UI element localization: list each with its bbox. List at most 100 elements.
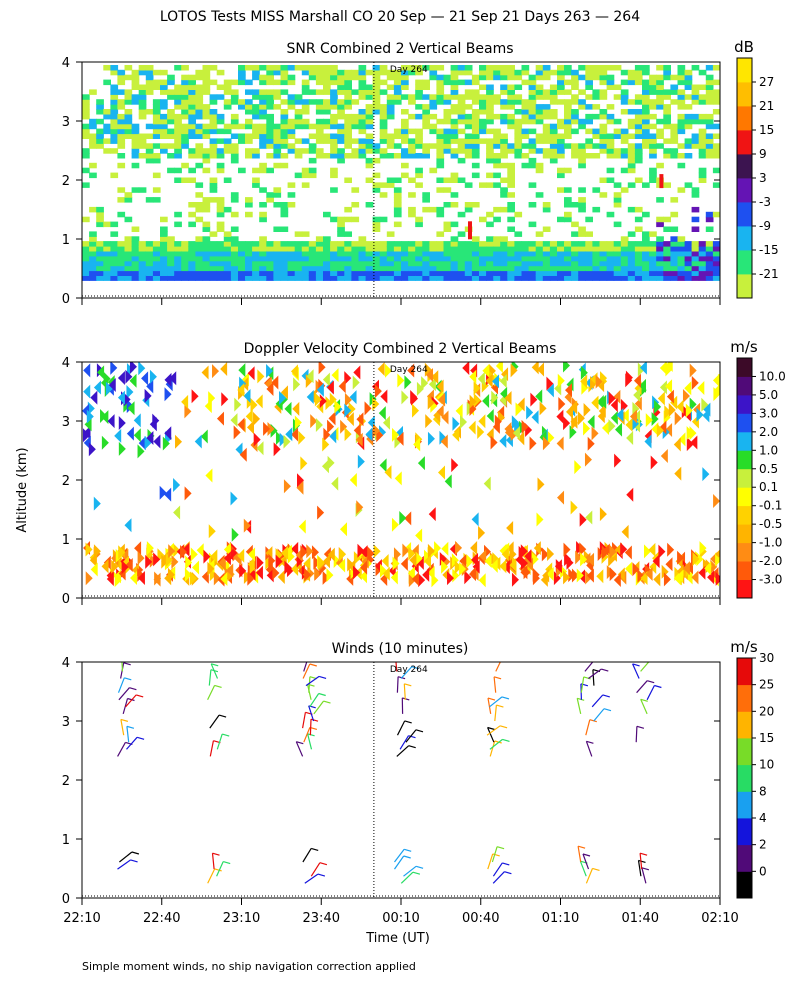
snr-cell <box>507 255 515 262</box>
snr-cell <box>223 138 232 144</box>
snr-cell <box>145 197 154 203</box>
snr-cell <box>422 197 430 203</box>
snr-cell <box>649 275 657 281</box>
snr-cell <box>216 206 225 213</box>
velocity-cell <box>521 419 529 434</box>
velocity-cell <box>153 434 161 449</box>
velocity-cell <box>585 510 593 525</box>
snr-cell <box>124 241 133 247</box>
snr-cell <box>436 143 445 149</box>
velocity-cell <box>626 487 634 502</box>
snr-cell <box>280 270 289 276</box>
velocity-cell <box>625 417 633 432</box>
velocity-cell <box>298 430 306 445</box>
snr-cell <box>663 255 671 262</box>
snr-cell <box>493 69 501 76</box>
velocity-cell <box>279 391 287 406</box>
velocity-cell <box>576 568 584 583</box>
snr-cell <box>656 143 664 149</box>
velocity-cell <box>536 512 544 527</box>
snr-cell <box>656 79 664 86</box>
snr-cell <box>479 241 487 247</box>
snr-cell <box>535 270 544 276</box>
snr-cell <box>486 241 494 247</box>
velocity-cell <box>537 362 545 377</box>
snr-cell <box>564 265 572 272</box>
snr-cell <box>294 255 303 262</box>
snr-cell <box>535 275 544 281</box>
snr-cell <box>230 197 239 203</box>
snr-cell <box>110 250 119 257</box>
snr-cell <box>450 65 459 71</box>
velocity-cell <box>184 486 192 501</box>
velocity-cell <box>464 570 472 585</box>
velocity-cell <box>571 568 579 583</box>
snr-cell <box>181 255 189 262</box>
snr-cell <box>564 128 572 135</box>
snr-cell <box>528 275 537 281</box>
snr-cell <box>96 109 104 115</box>
wind-barb-feather <box>639 852 648 856</box>
snr-cell <box>443 221 452 228</box>
velocity-cell <box>322 554 330 569</box>
snr-cell <box>330 250 338 257</box>
snr-cell <box>642 109 650 115</box>
snr-cell <box>535 94 544 100</box>
velocity-cell <box>407 363 415 378</box>
velocity-cell <box>84 417 92 432</box>
snr-cell <box>124 216 133 223</box>
snr-cell <box>401 118 409 125</box>
snr-cell <box>308 172 317 179</box>
snr-cell <box>642 128 650 135</box>
wind-barb-feather <box>589 719 597 723</box>
snr-cell <box>429 113 438 120</box>
velocity-cell <box>317 505 325 520</box>
snr-cell <box>323 118 331 125</box>
snr-cell <box>301 250 310 257</box>
snr-cell <box>663 275 671 281</box>
snr-cell <box>620 133 629 139</box>
snr-cell <box>599 89 608 95</box>
snr-cell <box>216 202 225 208</box>
snr-cell <box>145 250 154 257</box>
snr-cell <box>471 138 480 144</box>
snr-cell <box>372 187 381 193</box>
snr-cell <box>323 138 331 144</box>
snr-cell <box>103 109 111 115</box>
snr-cell <box>557 79 565 86</box>
snr-cell <box>273 162 282 169</box>
velocity-cell <box>333 553 341 568</box>
snr-cell <box>124 123 133 130</box>
snr-cell <box>443 241 452 247</box>
x-axis-label: Time (UT) <box>365 931 430 946</box>
snr-cell <box>273 246 282 252</box>
velocity-cell <box>714 384 720 395</box>
panel-title: Doppler Velocity Combined 2 Vertical Bea… <box>244 341 557 357</box>
snr-cell <box>379 113 388 120</box>
velocity-cell <box>239 447 247 462</box>
snr-cell <box>606 255 615 262</box>
wind-barb-feather <box>577 845 586 849</box>
snr-cell <box>337 128 345 135</box>
snr-cell <box>599 128 608 135</box>
snr-cell <box>372 65 381 71</box>
colorbar-label: 9 <box>759 147 767 161</box>
velocity-cell <box>124 518 132 533</box>
snr-cell <box>564 260 572 267</box>
velocity-cell <box>459 561 467 576</box>
snr-cell <box>557 118 565 125</box>
snr-cell <box>436 265 445 272</box>
snr-cell <box>684 275 693 281</box>
snr-cell <box>152 133 161 139</box>
velocity-cell <box>648 542 656 557</box>
snr-cell <box>684 138 693 144</box>
snr-cell <box>259 187 267 193</box>
snr-cell <box>245 270 253 276</box>
snr-cell <box>564 104 572 110</box>
snr-cell <box>649 74 657 81</box>
snr-cell <box>245 148 253 154</box>
snr-cell <box>82 216 90 223</box>
snr-cell <box>294 123 303 130</box>
snr-cell <box>174 167 182 174</box>
